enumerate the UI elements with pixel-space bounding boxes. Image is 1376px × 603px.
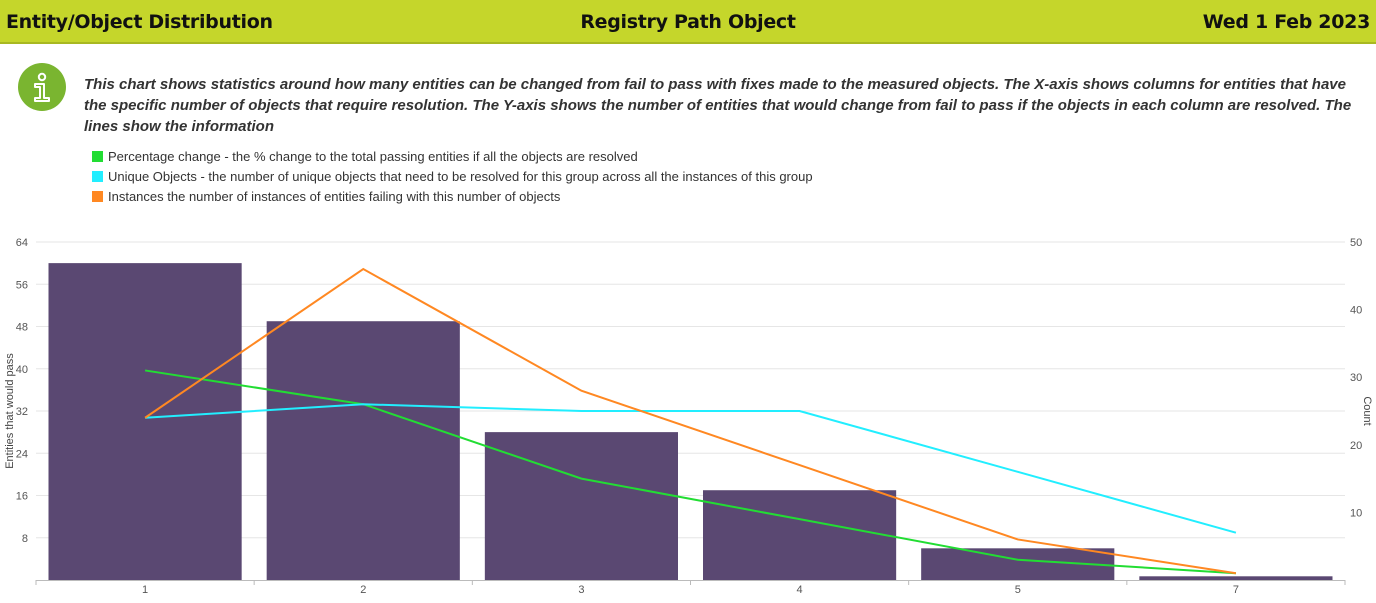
legend-swatch-cyan [92, 171, 103, 182]
header-bar: Entity/Object Distribution Registry Path… [0, 0, 1376, 44]
x-tick-label: 5 [1015, 584, 1021, 596]
y2-axis-label: Count [1361, 396, 1373, 425]
chart-description: This chart shows statistics around how m… [84, 76, 1352, 135]
y2-tick-label: 20 [1350, 440, 1362, 452]
y-axis-label: Entities that would pass [4, 353, 16, 469]
x-tick-label: 4 [797, 584, 803, 596]
x-tick-label: 2 [360, 584, 366, 596]
x-tick-label: 3 [578, 584, 584, 596]
legend: Percentage change - the % change to the … [92, 148, 813, 208]
y-tick-label: 24 [16, 448, 28, 460]
x-tick-label: 7 [1233, 584, 1239, 596]
bar-4 [703, 490, 897, 580]
legend-item-instances: Instances the number of instances of ent… [92, 188, 813, 208]
y2-tick-label: 10 [1350, 507, 1362, 519]
object-type-title: Registry Path Object [580, 11, 796, 33]
y-tick-label: 16 [16, 491, 28, 503]
y2-tick-label: 40 [1350, 305, 1362, 317]
y2-tick-label: 50 [1350, 237, 1362, 249]
legend-item-percentage: Percentage change - the % change to the … [92, 148, 813, 168]
bar-1 [48, 263, 242, 580]
legend-label: Percentage change - the % change to the … [108, 149, 638, 164]
legend-swatch-green [92, 151, 103, 162]
legend-item-unique-objects: Unique Objects - the number of unique ob… [92, 168, 813, 188]
bar-3 [484, 432, 678, 580]
x-tick-label: 1 [142, 584, 148, 596]
bar-7 [1139, 576, 1333, 580]
legend-swatch-orange [92, 191, 103, 202]
series-line-unique-objects [145, 403, 1237, 534]
bar-2 [266, 321, 460, 580]
y-tick-label: 64 [16, 237, 28, 249]
y-tick-label: 40 [16, 364, 28, 376]
y-tick-label: 8 [22, 533, 28, 545]
report-date: Wed 1 Feb 2023 [1202, 11, 1371, 33]
y2-tick-label: 30 [1350, 372, 1362, 384]
report-title: Entity/Object Distribution [6, 11, 273, 33]
y-tick-label: 48 [16, 322, 28, 334]
info-icon [18, 63, 66, 111]
legend-label: Instances the number of instances of ent… [108, 189, 561, 204]
legend-label: Unique Objects - the number of unique ob… [108, 169, 813, 184]
y-tick-label: 32 [16, 406, 28, 418]
y-tick-label: 56 [16, 279, 28, 291]
series-line-percentage-change [144, 369, 1236, 575]
series-line-instances [144, 267, 1237, 575]
